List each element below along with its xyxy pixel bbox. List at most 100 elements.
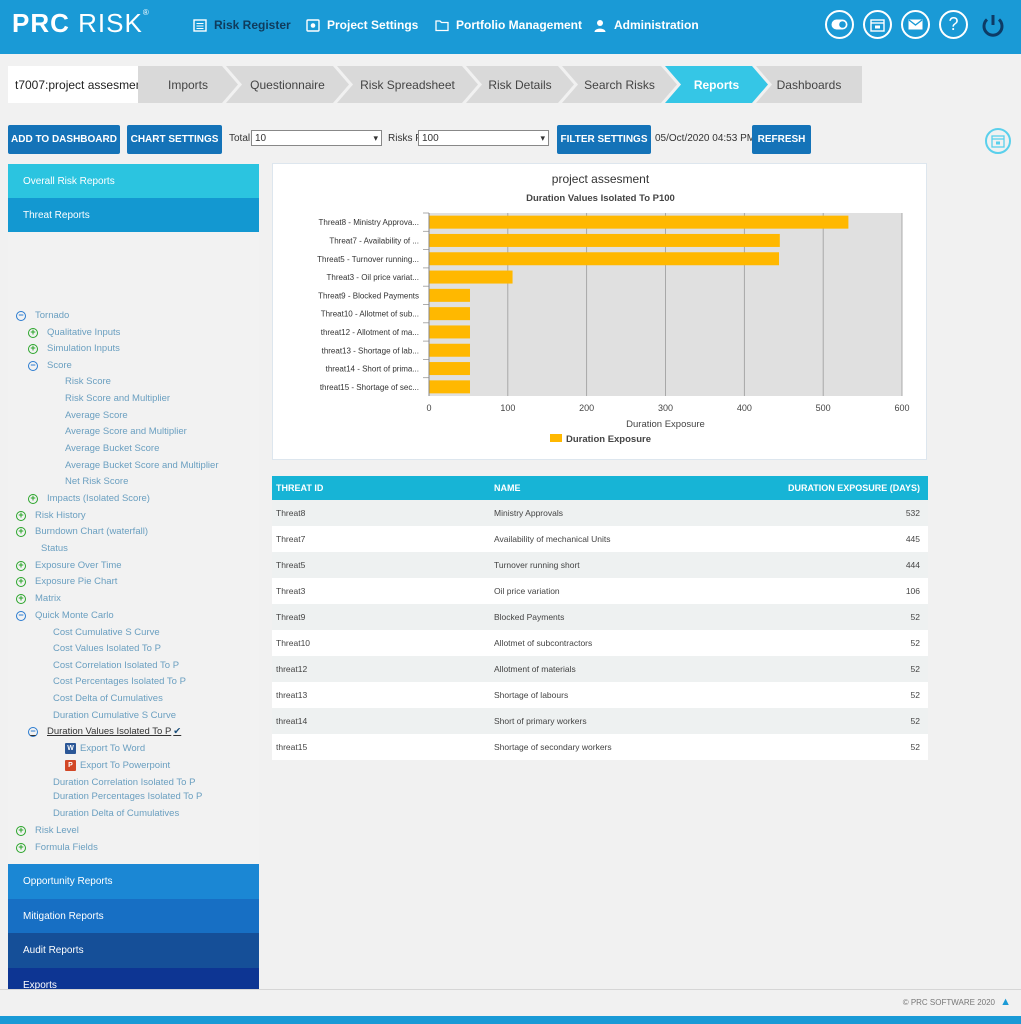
expand-icon[interactable]: + <box>16 526 26 537</box>
chart-settings-button[interactable]: CHART SETTINGS <box>127 125 222 154</box>
collapse-icon[interactable]: − <box>16 610 26 621</box>
table-row[interactable]: threat14 Short of primary workers 52 <box>272 708 928 734</box>
tree-simulation-inputs[interactable]: + Simulation Inputs <box>28 343 120 354</box>
table-row[interactable]: threat12 Allotment of materials 52 <box>272 656 928 682</box>
tree-impacts[interactable]: + Impacts (Isolated Score) <box>28 493 150 504</box>
expand-icon[interactable]: + <box>28 327 38 338</box>
panel-toggle-icon[interactable] <box>985 128 1011 154</box>
tree-net-risk-score[interactable]: Net Risk Score <box>65 476 129 487</box>
expand-icon[interactable]: + <box>16 842 26 853</box>
section-overall-risk-reports[interactable]: Overall Risk Reports <box>8 164 259 198</box>
tree-qualitative-inputs[interactable]: + Qualitative Inputs <box>28 327 120 338</box>
tree-score[interactable]: − Score <box>28 360 72 371</box>
tree-risk-score[interactable]: Risk Score <box>65 376 111 387</box>
tree-average-score[interactable]: Average Score <box>65 410 128 421</box>
tab-questionnaire[interactable]: Questionnaire <box>226 66 349 103</box>
expand-icon[interactable]: + <box>28 343 38 354</box>
table-row[interactable]: Threat3 Oil price variation 106 <box>272 578 928 604</box>
x-tick-label: 300 <box>658 403 673 413</box>
tree-average-bucket-score-multiplier[interactable]: Average Bucket Score and Multiplier <box>65 460 219 471</box>
total-select[interactable]: 10 ▾ <box>251 130 382 146</box>
tree-quick-monte-carlo[interactable]: − Quick Monte Carlo <box>16 610 114 621</box>
expand-icon[interactable]: + <box>16 510 26 521</box>
expand-icon[interactable]: + <box>16 593 26 604</box>
tree-burndown-chart[interactable]: + Burndown Chart (waterfall) <box>16 526 148 537</box>
tree-risk-history[interactable]: + Risk History <box>16 510 86 521</box>
table-row[interactable]: threat13 Shortage of labours 52 <box>272 682 928 708</box>
tree-duration-correlation[interactable]: Duration Correlation Isolated To P <box>53 777 196 788</box>
scroll-top-icon[interactable]: ▲ <box>1000 996 1011 1008</box>
expand-icon[interactable]: + <box>16 825 26 836</box>
header-threat-id[interactable]: THREAT ID <box>276 483 324 493</box>
calendar-icon[interactable] <box>863 10 892 39</box>
tree-duration-values-selected[interactable]: − Duration Values Isolated To P ✔ <box>28 726 181 737</box>
x-tick-label: 100 <box>500 403 515 413</box>
tree-formula-fields[interactable]: + Formula Fields <box>16 842 98 853</box>
cell-threat-id: threat12 <box>276 664 308 674</box>
expand-icon[interactable]: + <box>16 560 26 571</box>
tab-risk-spreadsheet[interactable]: Risk Spreadsheet <box>337 66 478 103</box>
tree-cost-percentages[interactable]: Cost Percentages Isolated To P <box>53 676 186 687</box>
header-name[interactable]: NAME <box>494 483 521 493</box>
tab-reports[interactable]: Reports <box>665 66 768 103</box>
add-to-dashboard-button[interactable]: ADD TO DASHBOARD <box>8 125 120 154</box>
tree-matrix[interactable]: + Matrix <box>16 593 61 604</box>
collapse-icon[interactable]: − <box>28 726 38 737</box>
tree-cost-delta[interactable]: Cost Delta of Cumulatives <box>53 693 163 704</box>
tree-duration-delta[interactable]: Duration Delta of Cumulatives <box>53 808 180 819</box>
section-mitigation-reports[interactable]: Mitigation Reports <box>8 899 259 933</box>
tree-duration-cumulative[interactable]: Duration Cumulative S Curve <box>53 710 177 721</box>
tree-exposure-over-time[interactable]: + Exposure Over Time <box>16 560 122 571</box>
section-opportunity-reports[interactable]: Opportunity Reports <box>8 864 259 899</box>
table-row[interactable]: Threat7 Availability of mechanical Units 4… <box>272 526 928 552</box>
tab-search-risks[interactable]: Search Risks <box>562 66 677 103</box>
tree-risk-score-multiplier[interactable]: Risk Score and Multiplier <box>65 393 171 404</box>
cell-duration-exposure: 106 <box>905 586 920 596</box>
power-icon[interactable] <box>977 10 1009 42</box>
tree-cost-values[interactable]: Cost Values Isolated To P <box>53 643 161 654</box>
table-row[interactable]: Threat8 Ministry Approvals 532 <box>272 500 928 526</box>
table-row[interactable]: threat15 Shortage of secondary workers 52 <box>272 734 928 760</box>
category-label: threat14 - Short of prima... <box>326 365 419 374</box>
tree-export-word[interactable]: W Export To Word <box>65 743 145 754</box>
tree-cost-cumulative[interactable]: Cost Cumulative S Curve <box>53 627 160 638</box>
nav-risk-register[interactable]: Risk Register <box>193 18 291 32</box>
collapse-icon[interactable]: − <box>16 310 26 321</box>
tree-status[interactable]: Status <box>41 543 68 554</box>
filter-settings-button[interactable]: FILTER SETTINGS <box>557 125 651 154</box>
tree-duration-percentages[interactable]: Duration Percentages Isolated To P <box>53 791 203 802</box>
table-row[interactable]: Threat10 Allotmet of subcontractors 52 <box>272 630 928 656</box>
help-icon[interactable]: ? <box>939 10 968 39</box>
header-duration-exposure[interactable]: DURATION EXPOSURE (DAYS) <box>787 483 920 493</box>
tree-export-powerpoint[interactable]: P Export To Powerpoint <box>65 760 170 771</box>
nav-portfolio-management[interactable]: Portfolio Management <box>435 18 582 32</box>
tree-average-bucket-score[interactable]: Average Bucket Score <box>65 443 160 454</box>
expand-icon[interactable]: + <box>16 576 26 587</box>
nav-administration[interactable]: Administration <box>593 18 699 32</box>
cell-name: Oil price variation <box>494 586 560 596</box>
chart-panel: project assesment Duration Values Isolat… <box>272 163 927 460</box>
x-tick-label: 400 <box>737 403 752 413</box>
tree-tornado[interactable]: − Tornado <box>16 310 69 321</box>
mail-icon[interactable] <box>901 10 930 39</box>
tab-imports[interactable]: Imports <box>138 66 238 103</box>
expand-icon[interactable]: + <box>28 493 38 504</box>
toggle-icon[interactable] <box>825 10 854 39</box>
section-threat-reports[interactable]: Threat Reports <box>8 198 259 232</box>
section-audit-reports[interactable]: Audit Reports <box>8 933 259 968</box>
tree-average-score-multiplier[interactable]: Average Score and Multiplier <box>65 426 187 437</box>
p-value-select[interactable]: 100 ▾ <box>418 130 549 146</box>
table-row[interactable]: Threat5 Turnover running short 444 <box>272 552 928 578</box>
nav-project-settings[interactable]: Project Settings <box>306 18 418 32</box>
tree-cost-correlation[interactable]: Cost Correlation Isolated To P <box>53 660 180 671</box>
table-row[interactable]: Threat9 Blocked Payments 52 <box>272 604 928 630</box>
tree-risk-level[interactable]: + Risk Level <box>16 825 79 836</box>
refresh-button[interactable]: REFRESH <box>752 125 811 154</box>
word-icon: W <box>65 743 76 754</box>
tab-risk-details[interactable]: Risk Details <box>466 66 574 103</box>
x-tick-label: 0 <box>426 403 431 413</box>
tab-dashboards[interactable]: Dashboards <box>756 66 862 103</box>
collapse-icon[interactable]: − <box>28 360 38 371</box>
app-logo[interactable]: PRC RISK® <box>12 8 150 38</box>
tree-exposure-pie-chart[interactable]: + Exposure Pie Chart <box>16 576 117 587</box>
